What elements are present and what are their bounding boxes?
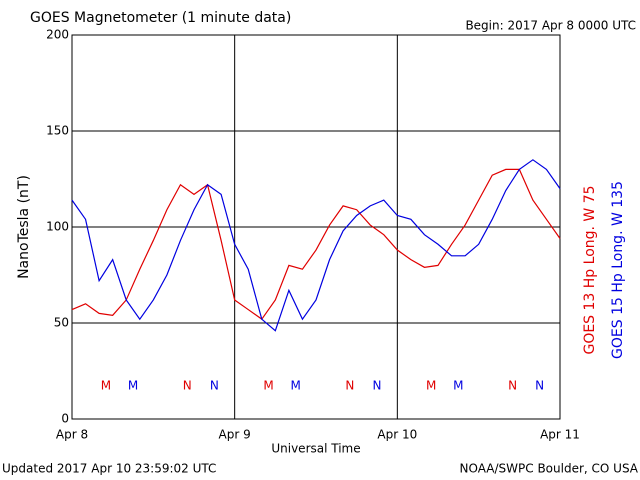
y-tick-label: 100 (46, 220, 69, 234)
marker-label: N (373, 379, 382, 393)
y-tick-label: 200 (46, 28, 69, 42)
x-axis-label: Universal Time (271, 442, 360, 456)
plot-frame (71, 34, 561, 420)
y-tick-label: 50 (54, 316, 69, 330)
legend-entry: GOES 13 Hp Long. W 75 (582, 185, 598, 354)
chart-title: GOES Magnetometer (1 minute data) (30, 10, 291, 26)
chart-subtitle: Begin: 2017 Apr 8 0000 UTC (465, 19, 636, 33)
marker-label: N (508, 379, 517, 393)
marker-label: M (453, 379, 463, 393)
x-tick-label: Apr 10 (377, 428, 417, 442)
marker-label: N (210, 379, 219, 393)
x-tick-label: Apr 11 (540, 428, 580, 442)
marker-label: N (183, 379, 192, 393)
marker-label: N (345, 379, 354, 393)
marker-label: N (535, 379, 544, 393)
marker-label: M (128, 379, 138, 393)
data-line (71, 168, 561, 320)
y-tick-label: 150 (46, 124, 69, 138)
data-line (71, 159, 561, 332)
marker-label: M (263, 379, 273, 393)
y-tick-label: 0 (61, 412, 69, 426)
marker-label: M (290, 379, 300, 393)
x-tick-label: Apr 9 (219, 428, 251, 442)
marker-label: M (101, 379, 111, 393)
marker-label: M (426, 379, 436, 393)
footer-left: Updated 2017 Apr 10 23:59:02 UTC (2, 462, 216, 476)
x-tick-label: Apr 8 (56, 428, 88, 442)
footer-right: NOAA/SWPC Boulder, CO USA (460, 462, 639, 476)
y-axis-label: NanoTesla (nT) (16, 175, 32, 279)
legend-entry: GOES 15 Hp Long. W 135 (610, 181, 626, 359)
